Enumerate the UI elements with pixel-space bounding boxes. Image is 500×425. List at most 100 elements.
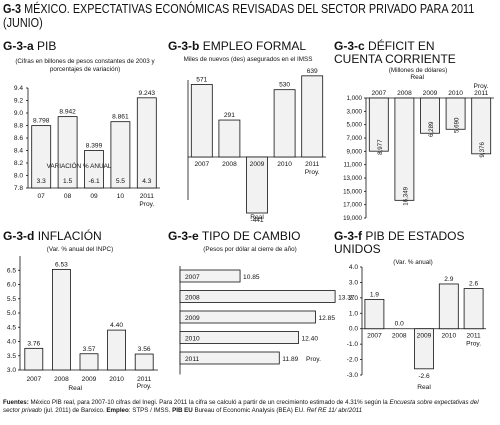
deficit-y-tick-label: 1,000 [347, 95, 363, 102]
inflacion-y-tick-label: 3.0 [7, 367, 16, 374]
pib-eu-y-tick-label: 2.0 [349, 295, 358, 302]
deficit-y-tick-label: 11,000 [344, 162, 363, 169]
tipo-value-label: 12.40 [302, 336, 319, 343]
empleo-value-label: 530 [279, 82, 290, 89]
inflacion-value-label: 3.57 [83, 346, 96, 353]
panel-e-subtitle: (Pesos por dólar al cierre de año) [203, 246, 297, 253]
footer-sources: Fuentes: México PIB real, para 2007-10 c… [3, 399, 479, 415]
pib-variation-label: 3.3 [37, 178, 46, 185]
inflacion-real-label: Real [68, 385, 82, 392]
deficit-value-label: 8,977 [377, 139, 384, 155]
panel-a-subtitle: (Cifras en billones de pesos constantes … [15, 58, 155, 73]
pib-y-tick-label: 8.6 [14, 135, 23, 142]
empleo-value-label: 571 [196, 76, 207, 83]
tipo-category-label: 2008 [185, 295, 200, 302]
tipo-category-label: 2007 [185, 274, 200, 281]
panel-f-title: G-3-f PIB DE ESTADOS [334, 229, 465, 243]
tipo-value-label: 10.85 [243, 274, 260, 281]
deficit-bar [445, 97, 466, 130]
pib-y-tick-label: 7.8 [14, 185, 23, 192]
tipo-bar [179, 290, 336, 303]
pib-eu-y-tick-label: -2.0 [347, 357, 359, 364]
deficit-y-tick-label: 17,000 [343, 202, 362, 209]
deficit-value-label: 16,349 [402, 186, 409, 205]
pib-eu-real-label: Real [417, 384, 431, 391]
figure-title-text: MÉXICO. EXPECTATIVAS ECONÓMICAS REVISADA… [3, 2, 475, 30]
pib-bar [57, 116, 78, 189]
pib-eu-y-tick-label: 0.0 [349, 326, 358, 333]
pib-value-label: 8.861 [112, 114, 129, 121]
deficit-value-label: 5,690 [454, 117, 461, 133]
pib-y-tick-label: 8.2 [14, 160, 23, 167]
footer-lead: Fuentes: [3, 399, 29, 406]
deficit-proy-label: Proy. [474, 83, 489, 90]
deficit-x-tick-label: 2011 [474, 90, 489, 97]
inflacion-bar [24, 347, 44, 371]
pib-eu-x-tick-label: 2007 [367, 333, 382, 340]
panel-c-title-line2: CUENTA CORRIENTE [334, 52, 456, 66]
inflacion-value-label: 6.53 [55, 261, 68, 268]
tipo-category-label: 2010 [185, 336, 200, 343]
pib-bar [110, 121, 131, 189]
figure-title: G-3 MÉXICO. EXPECTATIVAS ECONÓMICAS REVI… [3, 2, 497, 30]
empleo-value-label: -441 [250, 217, 264, 224]
deficit-bar [471, 97, 492, 155]
panel-b-title: G-3-b EMPLEO FORMAL [168, 39, 307, 53]
pib-eu-x-tick-label: 2009 [417, 333, 432, 340]
inflacion-y-tick-label: 6.0 [7, 282, 16, 289]
tipo-category-label: 2011 [185, 356, 200, 363]
tipo-bar [179, 269, 241, 283]
panel-c-subtitle: (Millones de dólares) [388, 67, 448, 74]
pib-eu-x-tick-label: 2010 [441, 333, 456, 340]
pib-y-tick-label: 8.8 [14, 123, 23, 130]
pib-eu-proy-label: Proy. [466, 341, 481, 348]
deficit-y-tick-label: 5,000 [347, 122, 363, 129]
panel-e-title: G-3-e TIPO DE CAMBIO [168, 229, 301, 243]
pib-y-tick-label: 9.2 [14, 98, 23, 105]
pib-eu-y-tick-label: 3.0 [349, 279, 358, 286]
tipo-bar [179, 351, 280, 365]
pib-eu-bar [414, 328, 434, 370]
tipo-bar [179, 331, 299, 344]
empleo-x-tick-label: 2011 [305, 161, 320, 168]
tipo-value-label: 13.37 [338, 295, 355, 302]
empleo-bar [246, 156, 268, 214]
pib-eu-y-tick-label: -3.0 [347, 372, 359, 379]
pib-x-tick-label: 2011 [140, 193, 155, 200]
figure-code: G-3 [3, 2, 22, 16]
tipo-proy-label: Proy. [306, 356, 321, 363]
empleo-x-tick-label: 2010 [277, 161, 292, 168]
inflacion-value-label: 3.76 [27, 340, 40, 347]
panel-c-title: G-3-c DÉFICIT EN [334, 39, 435, 53]
deficit-bar [420, 97, 440, 134]
panel-b-subtitle: Miles de nuevos (des) asegurados en el I… [183, 56, 313, 63]
empleo-x-tick-label: 2009 [250, 161, 265, 168]
tipo-value-label: 12.85 [318, 315, 335, 322]
pib-eu-y-tick-label: 4.0 [349, 264, 358, 271]
deficit-y-tick-label: 15,000 [343, 188, 362, 195]
inflacion-value-label: 3.56 [138, 346, 151, 353]
deficit-y-tick-label: 3,000 [347, 108, 363, 115]
inflacion-y-tick-label: 4.0 [7, 339, 16, 346]
pib-eu-x-tick-label: 2011 [467, 333, 482, 340]
deficit-y-tick-label: 19,000 [343, 215, 362, 222]
pib-variation-label: 1.5 [63, 178, 72, 185]
inflacion-y-tick-label: 4.5 [7, 324, 16, 331]
empleo-value-label: 639 [307, 68, 318, 75]
tipo-category-label: 2009 [185, 315, 200, 322]
inflacion-y-tick-label: 6.5 [7, 267, 16, 274]
inflacion-x-tick-label: 2010 [109, 376, 124, 383]
pib-value-label: 8.942 [59, 109, 76, 116]
inflacion-y-tick-label: 5.5 [7, 296, 16, 303]
empleo-value-label: 291 [224, 112, 235, 119]
footer-ref: Ref RE 11/ abr/2011 [306, 407, 363, 415]
pib-variation-label: 4.3 [142, 178, 151, 185]
inflacion-y-tick-label: 3.5 [7, 353, 16, 360]
pib-y-tick-label: 9.0 [14, 110, 23, 117]
pib-proy-label: Proy. [139, 201, 154, 208]
pib-eu-value-label: 1.9 [370, 291, 379, 298]
pib-eu-bar [438, 283, 459, 330]
empleo-bar [273, 89, 296, 158]
pib-eu-value-label: 2.9 [444, 276, 453, 283]
